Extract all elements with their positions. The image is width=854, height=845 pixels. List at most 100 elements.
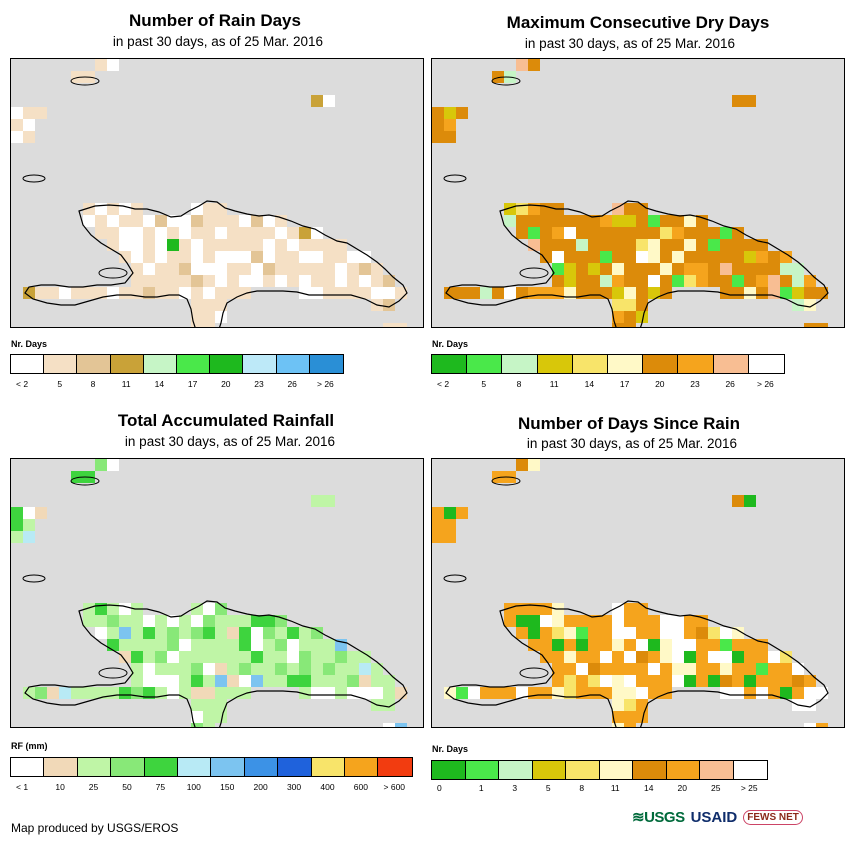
grid-cell <box>516 687 528 699</box>
grid-cell <box>672 615 684 627</box>
grid-cell <box>624 699 636 711</box>
grid-cell <box>756 287 768 299</box>
grid-cell <box>167 239 179 251</box>
grid-cell <box>143 251 155 263</box>
grid-cell <box>83 603 95 615</box>
grid-cell <box>287 239 299 251</box>
grid-cell <box>552 615 564 627</box>
island-outline <box>491 76 521 86</box>
grid-cell <box>600 639 612 651</box>
grid-cell <box>131 639 143 651</box>
grid-cell <box>696 215 708 227</box>
grid-cell <box>552 663 564 675</box>
grid-cell <box>624 311 636 323</box>
grid-cell <box>576 251 588 263</box>
grid-cell <box>179 639 191 651</box>
grid-cell <box>600 663 612 675</box>
grid-cell <box>708 639 720 651</box>
grid-cell <box>600 275 612 287</box>
lake-outline <box>98 667 128 679</box>
grid-cell <box>191 711 203 723</box>
grid-cell <box>528 639 540 651</box>
grid-cell <box>275 251 287 263</box>
legend-tick-label: 14 <box>584 379 595 389</box>
grid-cell <box>119 239 131 251</box>
legend-tick-label: > 26 <box>317 379 334 389</box>
lake-outline <box>519 267 549 279</box>
grid-cell <box>780 675 792 687</box>
grid-cell <box>540 227 552 239</box>
grid-cell <box>299 239 311 251</box>
grid-cell <box>23 119 35 131</box>
grid-cell <box>191 263 203 275</box>
legend-tick-label: 75 <box>155 782 166 792</box>
grid-cell <box>648 239 660 251</box>
grid-cell <box>299 675 311 687</box>
grid-cell <box>107 239 119 251</box>
grid-cell <box>335 263 347 275</box>
grid-cell <box>552 263 564 275</box>
grid-cell <box>287 639 299 651</box>
grid-cell <box>359 263 371 275</box>
grid-cell <box>251 675 263 687</box>
grid-cell <box>732 687 744 699</box>
grid-cell <box>468 287 480 299</box>
grid-cell <box>23 687 35 699</box>
grid-cell <box>167 227 179 239</box>
grid-cell <box>227 651 239 663</box>
grid-cell <box>323 275 335 287</box>
legend-tick-label: > 26 <box>757 379 774 389</box>
grid-cell <box>263 651 275 663</box>
legend-swatch <box>111 758 145 776</box>
grid-cell <box>684 239 696 251</box>
grid-cell <box>95 615 107 627</box>
grid-cell <box>251 639 263 651</box>
grid-cell <box>203 651 215 663</box>
grid-cell <box>600 239 612 251</box>
grid-cell <box>143 215 155 227</box>
grid-cell <box>107 615 119 627</box>
island-outline <box>70 476 100 486</box>
grid-cell <box>119 639 131 651</box>
grid-cell <box>383 323 395 327</box>
grid-cell <box>636 699 648 711</box>
legend-swatch <box>599 761 633 779</box>
grid-cell <box>684 615 696 627</box>
grid-cell <box>227 639 239 651</box>
grid-cell <box>516 459 528 471</box>
grid-cell <box>155 651 167 663</box>
grid-cell <box>624 723 636 727</box>
grid-cell <box>287 627 299 639</box>
legend-swatch <box>378 758 412 776</box>
grid-cell <box>660 687 672 699</box>
grid-cell <box>468 687 480 699</box>
legend-tick-label: 26 <box>287 379 297 389</box>
grid-cell <box>672 227 684 239</box>
grid-cell <box>756 263 768 275</box>
grid-cell <box>660 227 672 239</box>
grid-cell <box>744 287 756 299</box>
grid-cell <box>552 651 564 663</box>
grid-cell <box>143 615 155 627</box>
grid-cell <box>227 663 239 675</box>
grid-cell <box>648 651 660 663</box>
grid-cell <box>107 627 119 639</box>
legend-ticks: < 2 5 8 11 14 17 20 23 26 > 26 <box>10 379 342 391</box>
grid-cell <box>167 251 179 263</box>
grid-cell <box>143 287 155 299</box>
fews-net-logo: FEWS NET <box>743 809 803 825</box>
grid-cell <box>119 203 131 215</box>
grid-cell <box>179 251 191 263</box>
grid-cell <box>636 603 648 615</box>
grid-cell <box>492 287 504 299</box>
grid-cell <box>359 675 371 687</box>
grid-cell <box>203 287 215 299</box>
grid-cell <box>624 615 636 627</box>
grid-cell <box>251 263 263 275</box>
legend-tick-label: 50 <box>122 782 132 792</box>
grid-cell <box>203 639 215 651</box>
grid-cell <box>263 275 275 287</box>
grid-cell <box>215 687 227 699</box>
grid-cell <box>299 687 311 699</box>
legend-swatch <box>733 761 767 779</box>
